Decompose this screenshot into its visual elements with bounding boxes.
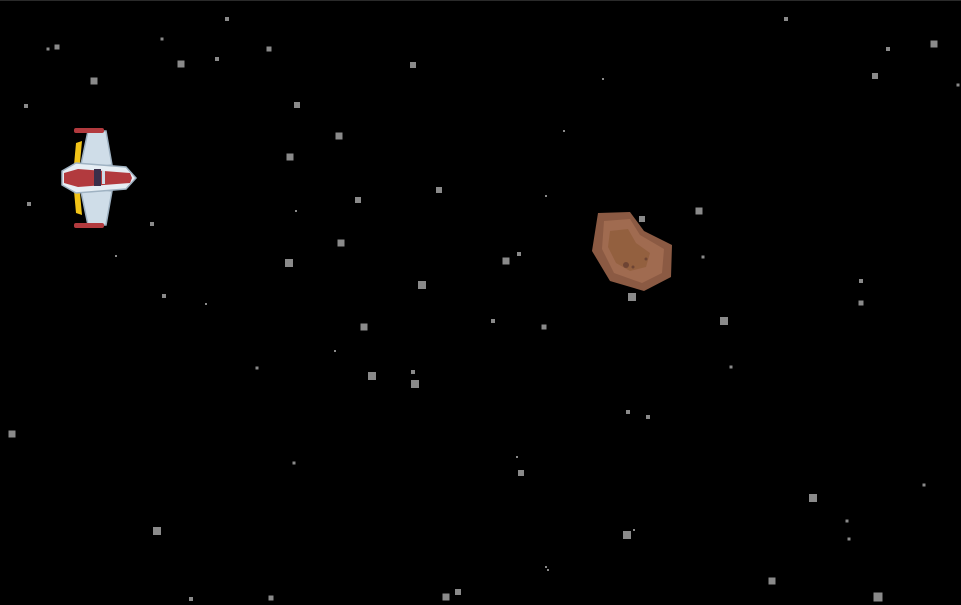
- player-spaceship-icon: [61, 128, 138, 228]
- star: [602, 78, 604, 80]
- star: [784, 17, 788, 21]
- star: [516, 456, 518, 458]
- star: [162, 294, 166, 298]
- star: [205, 303, 207, 305]
- star: [502, 257, 510, 265]
- star: [150, 222, 154, 226]
- star: [858, 300, 864, 306]
- star: [411, 380, 419, 388]
- star: [360, 323, 368, 331]
- star: [285, 259, 293, 267]
- star: [153, 527, 161, 535]
- star: [418, 281, 426, 289]
- star: [541, 324, 547, 330]
- star: [720, 317, 728, 325]
- star: [545, 566, 547, 568]
- star: [859, 279, 863, 283]
- star: [160, 37, 164, 41]
- star: [337, 239, 345, 247]
- star: [922, 483, 926, 487]
- star: [411, 370, 415, 374]
- star: [930, 40, 938, 48]
- star: [286, 153, 294, 161]
- star: [545, 195, 547, 197]
- star: [768, 577, 776, 585]
- star: [294, 102, 300, 108]
- star: [626, 410, 630, 414]
- star: [266, 46, 272, 52]
- star: [517, 252, 521, 256]
- star: [809, 494, 817, 502]
- star: [563, 130, 565, 132]
- star: [623, 531, 631, 539]
- star: [442, 593, 450, 601]
- star: [872, 73, 878, 79]
- star: [46, 47, 50, 51]
- star: [255, 366, 259, 370]
- star: [646, 415, 650, 419]
- star: [847, 537, 851, 541]
- star: [368, 372, 376, 380]
- star: [547, 569, 549, 571]
- star: [633, 529, 635, 531]
- star: [292, 461, 296, 465]
- star: [177, 60, 185, 68]
- star: [455, 589, 461, 595]
- star: [189, 597, 193, 601]
- star: [8, 430, 16, 438]
- star: [335, 132, 343, 140]
- star: [695, 207, 703, 215]
- star: [845, 519, 849, 523]
- star: [886, 47, 890, 51]
- star: [115, 255, 117, 257]
- star: [729, 365, 733, 369]
- star: [225, 17, 229, 21]
- star: [956, 83, 960, 87]
- star: [295, 210, 297, 212]
- star: [701, 255, 705, 259]
- star: [90, 77, 98, 85]
- star: [215, 57, 219, 61]
- star: [436, 187, 442, 193]
- star: [873, 592, 883, 602]
- star: [628, 293, 636, 301]
- star: [491, 319, 495, 323]
- star: [355, 197, 361, 203]
- star: [24, 104, 28, 108]
- star: [518, 470, 524, 476]
- star: [334, 350, 336, 352]
- star: [639, 216, 645, 222]
- star: [268, 595, 274, 601]
- star: [410, 62, 416, 68]
- star: [27, 202, 31, 206]
- asteroid-icon: [592, 212, 672, 291]
- star: [54, 44, 60, 50]
